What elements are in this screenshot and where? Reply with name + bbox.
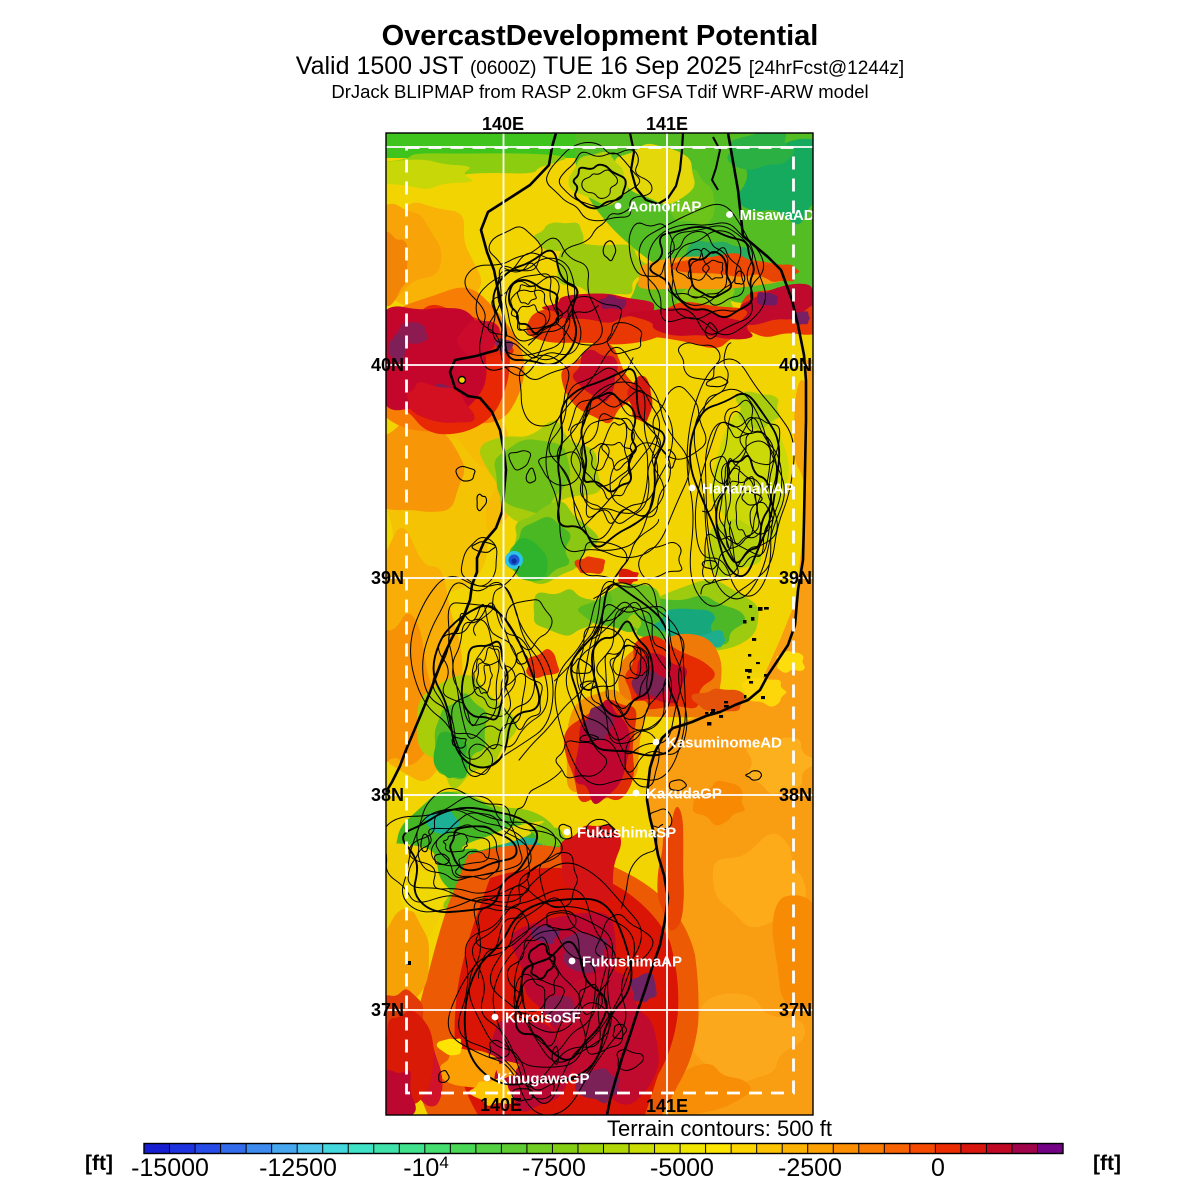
svg-text:HanamakiAP: HanamakiAP — [702, 481, 794, 498]
svg-text:FukushimaSP: FukushimaSP — [577, 825, 676, 842]
svg-text:37N: 37N — [371, 1000, 404, 1020]
svg-text:[ft]: [ft] — [1093, 1152, 1121, 1175]
svg-text:-2500: -2500 — [778, 1154, 842, 1182]
svg-text:0: 0 — [931, 1154, 945, 1182]
svg-text:FukushimaAP: FukushimaAP — [582, 954, 682, 971]
svg-text:AomoriAP: AomoriAP — [628, 199, 701, 216]
svg-text:39N: 39N — [371, 568, 404, 588]
svg-text:38N: 38N — [371, 785, 404, 805]
svg-text:38N: 38N — [779, 785, 812, 805]
svg-text:DrJack BLIPMAP from RASP 2.0km: DrJack BLIPMAP from RASP 2.0km GFSA Tdif… — [331, 81, 868, 102]
svg-text:Terrain contours: 500 ft: Terrain contours: 500 ft — [607, 1116, 832, 1141]
svg-text:40N: 40N — [779, 355, 812, 375]
svg-text:141E: 141E — [646, 114, 688, 134]
svg-text:-15000: -15000 — [131, 1154, 209, 1182]
svg-text:39N: 39N — [779, 568, 812, 588]
svg-text:KasuminomeAD: KasuminomeAD — [666, 735, 782, 752]
svg-text:-12500: -12500 — [259, 1154, 337, 1182]
svg-text:140E: 140E — [482, 114, 524, 134]
svg-text:KinugawaGP: KinugawaGP — [497, 1071, 590, 1088]
svg-text:40N: 40N — [371, 355, 404, 375]
svg-text:-7500: -7500 — [522, 1154, 586, 1182]
svg-text:OvercastDevelopment Potential: OvercastDevelopment Potential — [382, 20, 819, 52]
svg-text:140E: 140E — [480, 1095, 522, 1115]
svg-text:KakudaGP: KakudaGP — [646, 786, 722, 803]
svg-text:KuroisoSF: KuroisoSF — [505, 1010, 581, 1027]
svg-text:[ft]: [ft] — [85, 1152, 113, 1175]
svg-text:141E: 141E — [646, 1096, 688, 1116]
svg-text:-5000: -5000 — [650, 1154, 714, 1182]
svg-text:MisawaAD: MisawaAD — [740, 207, 815, 224]
svg-text:37N: 37N — [779, 1000, 812, 1020]
